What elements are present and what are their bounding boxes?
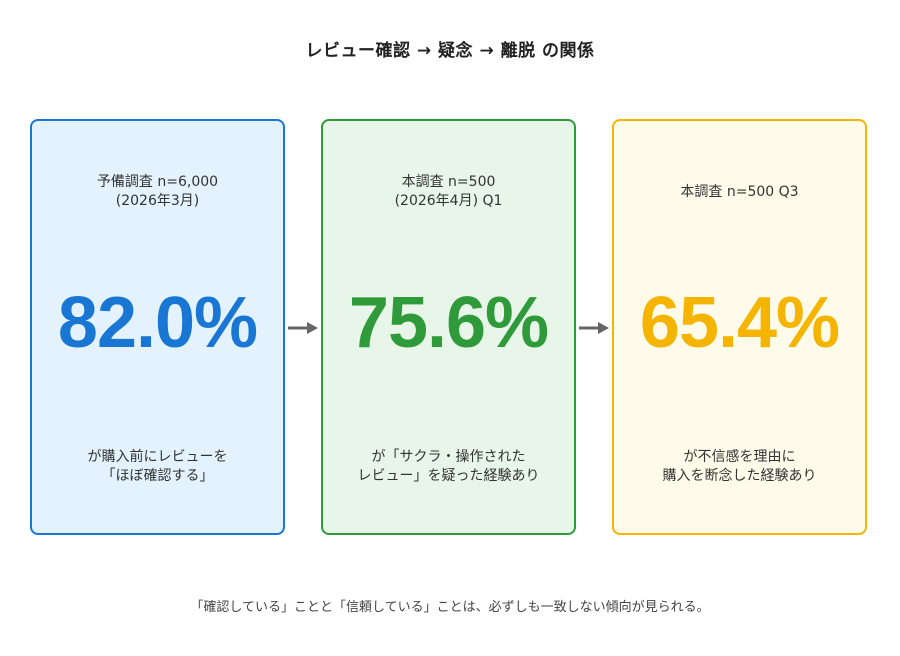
card-caption-line1: が不信感を理由に (683, 449, 796, 465)
card-heading-line2: (2026年4月) Q1 (394, 193, 503, 209)
card-value: 65.4% (639, 283, 840, 363)
card-heading: 本調査 n=500 Q3 (614, 183, 865, 202)
card-caption-line2: レビュー」を疑った経験あり (357, 468, 540, 484)
card-caption: が「サクラ・操作された レビュー」を疑った経験あり (323, 448, 574, 486)
card-caption: が購入前にレビューを 「ほぼ確認する」 (32, 448, 283, 486)
card-heading-line1: 本調査 n=500 Q3 (680, 184, 799, 200)
right-arrow-icon (579, 322, 609, 334)
card-value: 82.0% (57, 283, 258, 363)
diagram-title: レビュー確認 → 疑念 → 離脱 の関係 (305, 41, 595, 61)
card-heading-line1: 本調査 n=500 (401, 174, 496, 190)
card-heading-line2: (2026年3月) (115, 193, 200, 209)
card-preliminary-survey: 予備調査 n=6,000 (2026年3月) 82.0% が購入前にレビューを … (30, 119, 285, 535)
card-caption: が不信感を理由に 購入を断念した経験あり (614, 448, 865, 486)
right-arrow-icon (288, 322, 318, 334)
card-heading: 予備調査 n=6,000 (2026年3月) (32, 173, 283, 211)
card-main-survey-q1: 本調査 n=500 (2026年4月) Q1 75.6% が「サクラ・操作された… (321, 119, 576, 535)
card-caption-line2: 購入を断念した経験あり (662, 468, 817, 484)
card-heading: 本調査 n=500 (2026年4月) Q1 (323, 173, 574, 211)
card-main-survey-q3: 本調査 n=500 Q3 65.4% が不信感を理由に 購入を断念した経験あり (612, 119, 867, 535)
card-value: 75.6% (348, 283, 549, 363)
card-heading-line1: 予備調査 n=6,000 (96, 174, 219, 190)
card-caption-line1: が購入前にレビューを (87, 449, 228, 465)
card-caption-line2: 「ほぼ確認する」 (101, 468, 214, 484)
footer-note: 「確認している」ことと「信頼している」ことは、必ずしも一致しない傾向が見られる。 (190, 600, 710, 615)
card-caption-line1: が「サクラ・操作された (371, 449, 526, 465)
